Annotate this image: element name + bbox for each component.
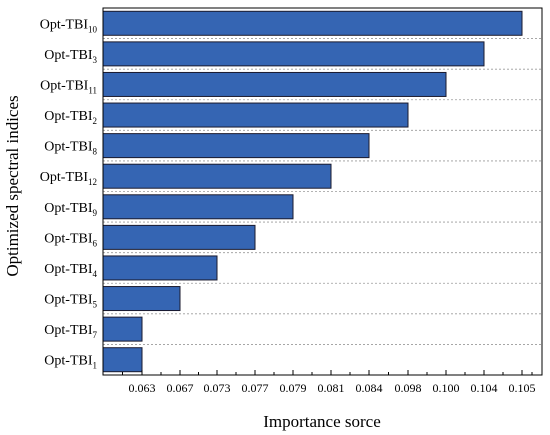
bar xyxy=(102,71,447,97)
x-tick-label: 0.079 xyxy=(280,381,307,395)
category-label: Opt-TBI3 xyxy=(44,48,97,65)
bar xyxy=(102,255,218,281)
x-tick-label: 0.104 xyxy=(471,381,498,395)
x-axis-ticks: 0.063 0.067 0.073 0.077 0.079 0.081 0.084 0.098… xyxy=(122,370,536,395)
x-tick-label: 0.105 xyxy=(509,381,536,395)
bar xyxy=(102,194,294,220)
category-label: Opt-TBI5 xyxy=(44,293,97,310)
bar xyxy=(102,316,143,342)
bar xyxy=(102,133,370,159)
x-tick-label: 0.084 xyxy=(356,381,383,395)
x-tick-label: 0.073 xyxy=(204,381,231,395)
bar xyxy=(102,102,409,128)
bars xyxy=(102,10,523,373)
x-tick-label: 0.100 xyxy=(433,381,460,395)
bar xyxy=(102,347,143,373)
x-tick-label: 0.063 xyxy=(129,381,156,395)
x-axis-title: Importance sorce xyxy=(263,412,381,431)
x-tick-label: 0.098 xyxy=(395,381,422,395)
category-label: Opt-TBI12 xyxy=(40,170,97,187)
category-label: Opt-TBI4 xyxy=(44,262,97,279)
bar xyxy=(102,41,485,67)
category-label: Opt-TBI6 xyxy=(44,231,97,248)
y-axis-title: Optimized spectral indices xyxy=(3,95,22,276)
x-tick-label: 0.081 xyxy=(318,381,345,395)
category-label: Opt-TBI11 xyxy=(40,78,97,95)
x-tick-label: 0.067 xyxy=(167,381,194,395)
x-tick-label: 0.077 xyxy=(242,381,269,395)
plot-frame xyxy=(102,7,543,376)
bar xyxy=(102,163,332,189)
category-label: Opt-TBI1 xyxy=(44,354,97,371)
category-label: Opt-TBI2 xyxy=(44,109,97,126)
bar xyxy=(102,286,181,312)
category-label: Opt-TBI10 xyxy=(40,17,98,34)
category-label: Opt-TBI8 xyxy=(44,140,97,157)
category-labels: Opt-TBI10 Opt-TBI3 Opt-TBI11 Opt-TBI2 Opt-TB… xyxy=(40,17,98,370)
bar xyxy=(102,10,523,36)
category-label: Opt-TBI9 xyxy=(44,201,97,218)
bar xyxy=(102,224,256,250)
gridlines xyxy=(103,38,542,345)
category-label: Opt-TBI7 xyxy=(44,323,97,340)
